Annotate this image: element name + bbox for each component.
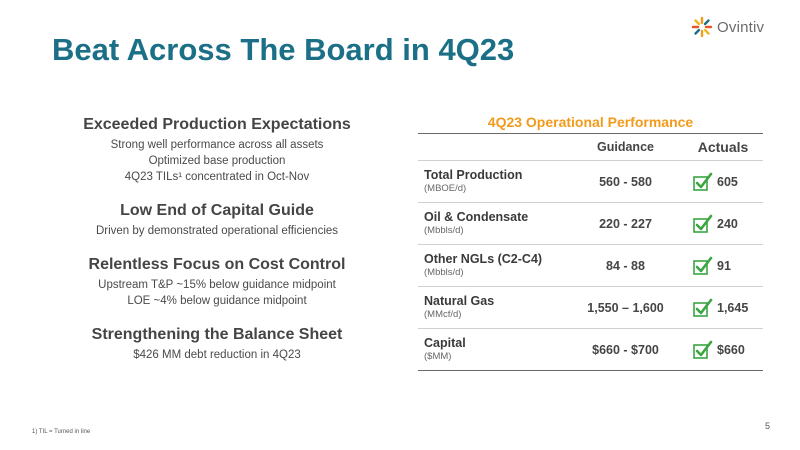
row-unit: (Mbbls/d) — [424, 267, 464, 278]
highlight-heading: Exceeded Production Expectations — [83, 116, 351, 133]
checkbox-check-icon — [693, 214, 713, 233]
page-number: 5 — [765, 421, 771, 431]
row-actual: 91 — [717, 258, 731, 273]
highlight-line: 4Q23 TILs¹ concentrated in Oct-Nov — [124, 171, 310, 183]
row-label: Total Production (MBOE/d) — [418, 168, 568, 195]
row-label: Natural Gas (MMcf/d) — [418, 294, 568, 321]
row-guidance: 1,550 – 1,600 — [587, 300, 664, 315]
row-actual-cell: 605 — [683, 172, 763, 192]
row-name: Capital — [424, 336, 466, 350]
table-row: Oil & Condensate (Mbbls/d) 220 - 227 240 — [418, 202, 763, 244]
row-guidance: 220 - 227 — [599, 216, 652, 231]
row-label: Oil & Condensate (Mbbls/d) — [418, 210, 568, 237]
highlight-line: $426 MM debt reduction in 4Q23 — [133, 349, 301, 361]
row-unit: (Mbbls/d) — [424, 225, 464, 236]
checkbox-check-icon — [693, 256, 713, 275]
highlight-heading: Relentless Focus on Cost Control — [88, 256, 346, 273]
table-title: 4Q23 Operational Performance — [487, 114, 694, 130]
brand-name: Ovintiv — [717, 18, 765, 36]
ovintiv-logo: Ovintiv — [691, 16, 764, 38]
row-unit: (MMcf/d) — [424, 309, 462, 320]
highlight-line: LOE ~4% below guidance midpoint — [127, 295, 307, 307]
header-actuals: Actuals — [697, 139, 749, 155]
checkbox-check-icon — [693, 172, 713, 191]
row-guidance: 560 - 580 — [599, 174, 652, 189]
table-top-rule — [418, 133, 763, 134]
page-title: Beat Across The Board in 4Q23 — [52, 32, 515, 67]
highlight-line: Strong well performance across all asset… — [110, 139, 324, 151]
row-name: Oil & Condensate — [424, 210, 529, 224]
row-label: Other NGLs (C2-C4) (Mbbls/d) — [418, 252, 568, 279]
row-actual: 605 — [717, 174, 738, 189]
row-unit: ($MM) — [424, 351, 452, 362]
highlight-production: Exceeded Production Expectations Strong … — [52, 116, 382, 185]
highlight-heading: Low End of Capital Guide — [120, 202, 314, 219]
row-name: Total Production — [424, 168, 523, 182]
performance-table: 4Q23 Operational Performance Guidance Ac… — [418, 113, 763, 371]
highlights-panel: Exceeded Production Expectations Strong … — [52, 116, 382, 380]
row-name: Natural Gas — [424, 294, 495, 308]
row-actual-cell: $660 — [683, 340, 763, 360]
row-actual-cell: 240 — [683, 214, 763, 234]
row-name: Other NGLs (C2-C4) — [424, 252, 543, 266]
highlight-cost-control: Relentless Focus on Cost Control Upstrea… — [52, 256, 382, 309]
row-actual: 240 — [717, 216, 738, 231]
row-actual-cell: 1,645 — [683, 298, 763, 318]
table-header: Guidance Actuals — [418, 134, 763, 160]
burst-icon — [691, 16, 713, 38]
row-actual: 1,645 — [717, 300, 749, 315]
table-row: Total Production (MBOE/d) 560 - 580 605 — [418, 160, 763, 202]
highlight-capital: Low End of Capital Guide Driven by demon… — [52, 202, 382, 239]
table-row: Capital ($MM) $660 - $700 $660 — [418, 328, 763, 370]
highlight-line: Optimized base production — [148, 155, 286, 167]
checkbox-check-icon — [693, 298, 713, 317]
table-bottom-rule — [418, 370, 763, 371]
table-row: Other NGLs (C2-C4) (Mbbls/d) 84 - 88 91 — [418, 244, 763, 286]
row-label: Capital ($MM) — [418, 336, 568, 363]
row-guidance: 84 - 88 — [606, 258, 645, 273]
highlight-heading: Strengthening the Balance Sheet — [91, 326, 343, 343]
checkbox-check-icon — [693, 340, 713, 359]
highlight-line: Driven by demonstrated operational effic… — [95, 225, 339, 237]
highlight-balance-sheet: Strengthening the Balance Sheet $426 MM … — [52, 326, 382, 363]
row-actual: $660 — [717, 342, 745, 357]
row-actual-cell: 91 — [683, 256, 763, 276]
row-unit: (MBOE/d) — [424, 183, 467, 194]
highlight-line: Upstream T&P ~15% below guidance midpoin… — [98, 279, 336, 291]
table-row: Natural Gas (MMcf/d) 1,550 – 1,600 1,645 — [418, 286, 763, 328]
row-guidance: $660 - $700 — [592, 342, 659, 357]
footnote: 1) TIL = Turned in line — [32, 429, 91, 435]
header-guidance: Guidance — [597, 140, 654, 154]
